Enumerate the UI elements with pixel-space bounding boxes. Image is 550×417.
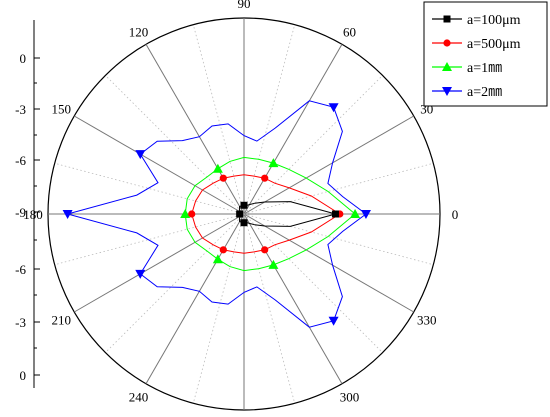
polar-spoke-minor <box>243 162 434 215</box>
data-point-marker <box>180 209 191 218</box>
radial-tick-label: 0 <box>20 51 27 66</box>
data-point-marker <box>212 163 223 173</box>
polar-spoke-major <box>74 115 245 215</box>
series-square <box>236 201 339 227</box>
series-layer <box>62 100 371 328</box>
angle-tick-label: 90 <box>238 0 251 11</box>
legend-marker <box>442 62 452 71</box>
data-point-marker <box>236 210 244 218</box>
angle-tick-label: 210 <box>52 313 72 328</box>
angle-tick-label: 180 <box>23 207 43 222</box>
series-circle <box>188 174 344 254</box>
polar-spoke-minor <box>192 24 245 215</box>
legend-label: a=2㎜ <box>467 85 502 100</box>
legend-marker <box>442 87 452 96</box>
data-point-marker <box>261 174 269 182</box>
data-point-marker <box>135 150 146 160</box>
polar-grid <box>47 17 441 411</box>
polar-spoke-minor <box>243 213 296 404</box>
data-point-marker <box>219 246 227 254</box>
legend-marker <box>443 15 451 23</box>
legend-marker <box>443 39 451 47</box>
angle-tick-label: 60 <box>343 24 356 39</box>
legend: a=100μm a=500μm a=1㎜ a=2㎜ <box>423 1 548 107</box>
polar-spoke-major <box>145 213 245 384</box>
angle-tick-label: 240 <box>129 390 149 405</box>
radial-axis-left: 0 -3 -6 -9 -6 -3 0 <box>15 20 40 388</box>
polar-spoke-major <box>243 213 414 313</box>
data-point-marker <box>135 269 146 279</box>
data-point-marker <box>62 210 73 219</box>
radial-tick-label: -3 <box>15 315 26 330</box>
polar-spoke-minor <box>105 75 245 215</box>
radial-tick-label: -9 <box>15 205 26 220</box>
radial-tick-label: -6 <box>15 262 26 277</box>
legend-label: a=1㎜ <box>467 61 502 76</box>
polar-spoke-major <box>145 44 245 215</box>
data-point-marker <box>328 103 339 113</box>
polar-spoke-minor <box>243 213 434 266</box>
data-point-marker <box>350 209 361 218</box>
data-point-marker <box>188 210 196 218</box>
legend-label: a=500μm <box>467 37 521 52</box>
data-point-marker <box>240 219 248 227</box>
data-point-marker <box>240 201 248 209</box>
data-point-marker <box>219 174 227 182</box>
polar-spoke-minor <box>243 75 383 215</box>
angle-tick-label: 150 <box>52 102 72 117</box>
data-point-marker <box>212 254 223 264</box>
polar-spoke-minor <box>54 162 245 215</box>
data-point-marker <box>331 210 339 218</box>
polar-spoke-major <box>243 115 414 215</box>
angle-tick-label: 0 <box>452 207 459 222</box>
polar-spoke-minor <box>54 213 245 266</box>
polar-spoke-minor <box>192 213 245 404</box>
series-triangle-down <box>62 100 371 328</box>
angle-tick-labels: 0306090120150180210240270300330 <box>23 0 459 405</box>
polar-spoke-major <box>74 213 245 313</box>
polar-spoke-major <box>243 44 343 215</box>
polar-spoke-major <box>243 213 343 384</box>
data-point-marker <box>268 158 279 168</box>
series-triangle-up <box>180 156 361 272</box>
polar-spoke-minor <box>105 213 245 353</box>
radial-tick-label: -3 <box>15 102 26 117</box>
data-point-marker <box>328 316 339 326</box>
polar-spoke-minor <box>243 24 296 215</box>
legend-label: a=100μm <box>467 13 521 28</box>
angle-tick-label: 120 <box>129 24 149 39</box>
data-point-marker <box>360 210 371 219</box>
radial-tick-label: -6 <box>15 153 26 168</box>
angle-tick-label: 330 <box>417 313 437 328</box>
angle-tick-label: 300 <box>340 390 360 405</box>
data-point-marker <box>261 246 269 254</box>
data-point-marker <box>268 259 279 269</box>
polar-spoke-minor <box>243 213 383 353</box>
radial-tick-label: 0 <box>20 368 27 383</box>
